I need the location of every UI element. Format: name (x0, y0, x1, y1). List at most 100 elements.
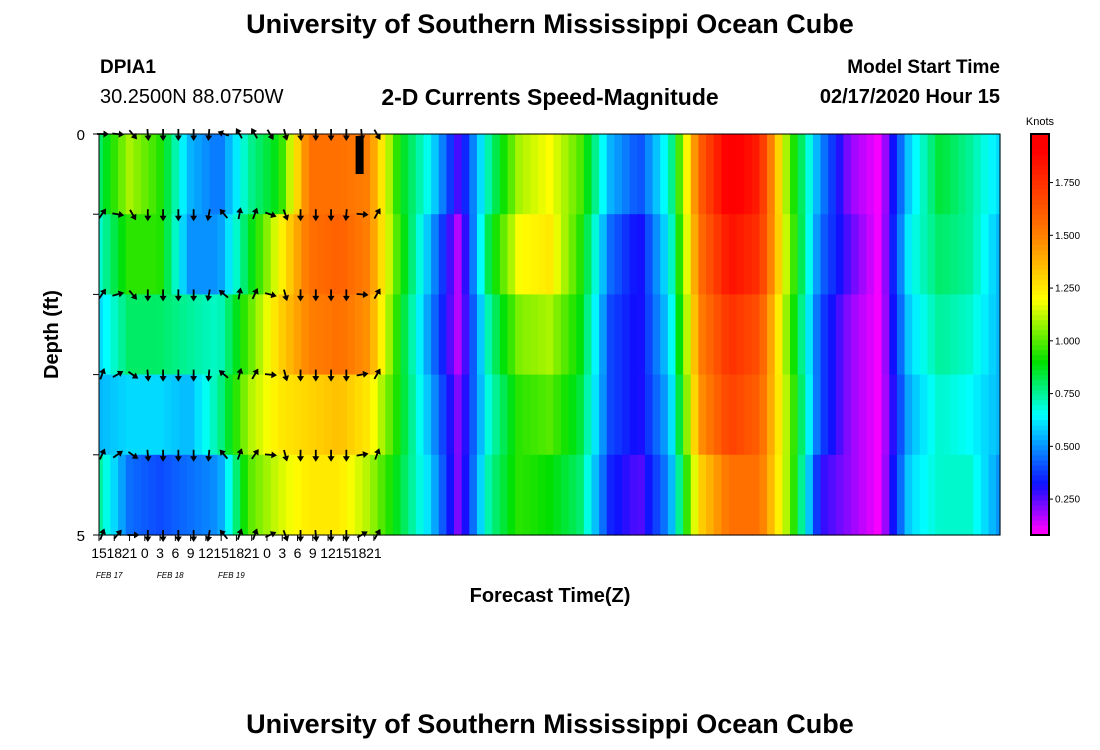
heatmap-cell (316, 374, 325, 456)
heatmap-cell (438, 294, 448, 376)
heatmap-cell (461, 134, 470, 215)
heatmap-cell (843, 214, 852, 295)
colorbar-segment (1031, 134, 1049, 140)
current-vector (174, 209, 182, 222)
heatmap-cell (538, 214, 547, 295)
heatmap-cell (950, 294, 959, 376)
heatmap-cell (415, 294, 425, 376)
heatmap-cell (858, 294, 867, 376)
heatmap-cell (301, 134, 310, 215)
current-vector-head (219, 529, 226, 537)
heatmap-cell (232, 214, 241, 295)
current-vector-head (190, 456, 198, 462)
current-vector (282, 449, 290, 462)
x-tick-label: 0 (263, 545, 271, 561)
heatmap-cell (392, 294, 402, 376)
heatmap-cell (362, 454, 371, 536)
heatmap-cell (958, 454, 967, 536)
heatmap-cell (423, 294, 432, 376)
heatmap-cell (790, 374, 799, 456)
heatmap-cell (385, 214, 394, 295)
heatmap-cell (774, 134, 783, 215)
colorbar-segment (1031, 294, 1049, 301)
heatmap-cell (469, 294, 478, 376)
heatmap-cell (278, 294, 287, 376)
current-vector-head (99, 448, 106, 455)
heatmap-cell (851, 454, 860, 536)
heatmap-cell (247, 134, 257, 215)
heatmap-cell (560, 134, 570, 215)
heatmap-cell (316, 134, 325, 215)
heatmap-cell (255, 134, 264, 215)
current-vector (297, 449, 305, 462)
x-tick-label: 12 (198, 545, 214, 561)
heatmap-cell (278, 374, 287, 456)
heatmap-cell (889, 374, 898, 456)
heatmap-cell (828, 214, 837, 295)
colorbar-segment (1031, 454, 1049, 461)
heatmap-cell (553, 134, 562, 215)
heatmap-cell (492, 454, 501, 536)
heatmap-cell (293, 134, 302, 215)
heatmap-cell (148, 134, 157, 215)
colorbar-segment (1031, 189, 1049, 195)
current-vector-head (297, 135, 305, 141)
heatmap-cell (133, 294, 142, 376)
heatmap-cell (263, 134, 272, 215)
heatmap-cell (179, 454, 188, 536)
heatmap-cell (331, 454, 341, 536)
heatmap-cell (805, 374, 814, 456)
heatmap-cell (133, 454, 142, 536)
heatmap-cell (354, 454, 364, 536)
heatmap-cell (118, 374, 127, 456)
heatmap-cell (644, 134, 654, 215)
heatmap-cell (194, 134, 203, 215)
y-tick-label: 5 (77, 528, 85, 545)
heatmap-cell (515, 374, 524, 456)
colorbar-segment (1031, 364, 1049, 371)
current-vector-head (342, 536, 350, 542)
heatmap-cell (408, 214, 417, 295)
heatmap-cell (912, 294, 921, 376)
heatmap-cell (385, 134, 394, 215)
heatmap-cell (812, 374, 822, 456)
heatmap-cell (629, 214, 638, 295)
current-vector-head (218, 289, 226, 297)
heatmap-cell (896, 134, 906, 215)
heatmap-cell (140, 214, 150, 295)
colorbar-segment (1031, 259, 1049, 265)
current-vector (190, 449, 198, 462)
colorbar-segment (1031, 414, 1049, 421)
heatmap-cell (209, 134, 218, 215)
current-vector (342, 209, 350, 222)
colorbar-segment (1031, 234, 1049, 240)
heatmap-cell (889, 454, 898, 536)
current-vector (99, 448, 106, 460)
heatmap-cell (866, 134, 875, 215)
heatmap-cell (370, 134, 379, 215)
heatmap-cell (644, 294, 654, 376)
current-vector-head (282, 455, 290, 462)
heatmap-cell (950, 374, 959, 456)
heatmap-cell (415, 214, 425, 295)
current-vector-head (159, 295, 167, 302)
current-vector-head (116, 370, 124, 377)
heatmap-cell (568, 214, 577, 295)
current-vector (342, 369, 350, 382)
current-vector-head (219, 449, 226, 456)
colorbar-segment (1031, 309, 1049, 316)
heatmap-cell (942, 294, 951, 376)
heatmap-cell (629, 134, 638, 215)
colorbar-segment (1031, 424, 1049, 431)
colorbar-segment (1031, 149, 1049, 155)
colorbar-segment (1031, 524, 1049, 531)
heatmap-cell (851, 134, 860, 215)
current-vector-head (174, 295, 182, 302)
current-vector-head (327, 376, 335, 382)
colorbar-segment (1031, 174, 1049, 180)
x-tick-label: 3 (156, 545, 164, 561)
heatmap-cell (461, 454, 470, 536)
heatmap-cell (469, 214, 478, 295)
heatmap-cell (744, 374, 753, 456)
heatmap-cell (99, 294, 104, 376)
